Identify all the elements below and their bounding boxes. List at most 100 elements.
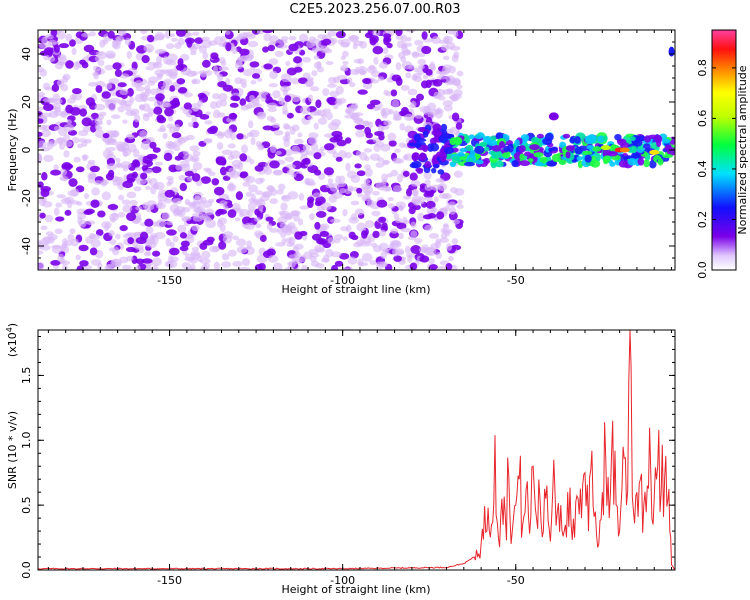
spectrogram-cell <box>61 75 69 84</box>
spectrogram-cell <box>297 132 303 138</box>
spectrogram-signal-cell <box>637 157 645 166</box>
spectrogram-cell <box>327 30 337 37</box>
spectrogram-cell <box>180 240 190 248</box>
spectrogram-cell <box>101 91 111 99</box>
spectrogram-cell <box>380 251 388 259</box>
spectrogram-cell <box>172 235 179 243</box>
spectrogram-cell <box>242 181 251 187</box>
spectrogram-cell <box>122 180 134 189</box>
spectrogram-cell <box>326 96 336 104</box>
spectrogram-cell <box>316 66 325 73</box>
spectrogram-cell <box>51 102 61 110</box>
spectrogram-cell <box>72 88 82 95</box>
spectrogram-cell <box>134 93 145 103</box>
spectrogram-cell <box>451 238 459 245</box>
y-tick-label: 1.5 <box>20 367 33 385</box>
spectrogram-cell <box>174 84 180 91</box>
spectrogram-cell <box>230 95 240 101</box>
spectrogram-cell <box>369 99 381 106</box>
spectrogram-cell <box>108 213 120 222</box>
spectrogram-cell <box>318 238 326 245</box>
spectrogram-cell <box>449 45 461 51</box>
spectrogram-cell <box>177 210 183 216</box>
spectrogram-cell <box>371 210 381 217</box>
spectrogram-cell <box>383 120 392 126</box>
spectrogram-cell <box>443 104 453 112</box>
spectrogram-cell <box>122 204 133 213</box>
spectrogram-cell <box>410 245 422 255</box>
y-tick-label: 0.5 <box>20 496 33 514</box>
spectrogram-cell <box>221 261 232 268</box>
spectrogram-cell <box>377 76 385 82</box>
spectrogram-cell <box>293 66 303 73</box>
spectrogram-cell <box>340 38 351 48</box>
spectrogram-cell <box>179 182 188 192</box>
spectrogram-cell <box>59 175 69 181</box>
spectrogram-signal-cell <box>483 146 490 152</box>
spectrogram-signal-cell <box>439 152 447 160</box>
spectrogram-cell <box>171 197 182 205</box>
spectrogram-cell <box>340 55 346 61</box>
spectrogram-cell <box>210 52 219 60</box>
spectrogram-cell <box>95 85 103 94</box>
spectrogram-signal-cell <box>657 158 664 166</box>
spectrogram-cell <box>192 150 201 157</box>
spectrogram-cell <box>151 166 162 174</box>
spectrogram-cell <box>301 264 308 270</box>
spectrogram-cell <box>442 100 453 107</box>
spectrogram-y-axis-label: Frequency (Hz) <box>6 109 19 192</box>
spectrogram-cell <box>284 156 295 162</box>
spectrogram-cell <box>203 138 213 144</box>
x-tick-label: -100 <box>330 274 355 287</box>
spectrogram-cell <box>354 124 365 130</box>
spectrogram-cell <box>171 97 180 106</box>
spectrogram-cell <box>299 205 310 210</box>
spectrogram-signal-cell <box>592 146 602 152</box>
spectrogram-cell <box>56 30 66 40</box>
spectrogram-cell <box>191 246 199 252</box>
spectrogram-cell <box>221 253 230 261</box>
spectrogram-cell <box>440 207 447 213</box>
spectrogram-cell <box>414 114 423 119</box>
spectrogram-cell <box>51 83 60 92</box>
spectrogram-cell <box>162 102 172 108</box>
spectrogram-cell <box>132 159 140 167</box>
spectrogram-cell <box>73 156 81 163</box>
spectrogram-cell <box>262 125 274 131</box>
spectrogram-cell <box>81 117 92 127</box>
spectrogram-cell <box>133 114 141 123</box>
spectrogram-cell <box>153 99 162 109</box>
spectrogram-cell <box>167 178 174 185</box>
spectrogram-cell <box>457 199 463 205</box>
spectrogram-signal-cell <box>569 136 576 144</box>
spectrogram-cell <box>81 32 91 38</box>
spectrogram-cell <box>145 65 156 71</box>
spectrogram-cell <box>354 163 362 169</box>
spectrogram-cell <box>215 156 227 166</box>
spectrogram-cell <box>428 232 440 239</box>
spectrogram-cell <box>391 99 400 108</box>
spectrogram-signal-cell <box>562 133 571 139</box>
spectrogram-cell <box>414 39 424 46</box>
spectrogram-cell <box>452 79 461 86</box>
spectrogram-cell <box>115 161 122 168</box>
spectrogram-cell <box>301 56 312 63</box>
spectrogram-cell <box>398 204 404 210</box>
spectrogram-signal-cell <box>539 156 548 164</box>
spectrogram-cell <box>446 30 456 35</box>
spectrogram-signal-cell <box>617 138 627 146</box>
spectrogram-cell <box>418 247 429 253</box>
y-tick-label: -20 <box>20 189 33 207</box>
spectrogram-signal-cell <box>468 134 475 140</box>
spectrogram-cell <box>456 84 463 90</box>
spectrogram-cell <box>64 196 75 204</box>
spectrogram-cell <box>343 267 352 270</box>
spectrogram-cell <box>156 218 167 228</box>
spectrogram-cell <box>434 240 442 249</box>
spectrogram-cell <box>107 169 115 178</box>
spectrogram-cell <box>262 166 269 173</box>
spectrogram-cell <box>147 108 155 115</box>
spectrogram-cell <box>382 159 391 165</box>
spectrogram-cell <box>224 129 233 139</box>
spectrogram-cell <box>435 251 443 259</box>
